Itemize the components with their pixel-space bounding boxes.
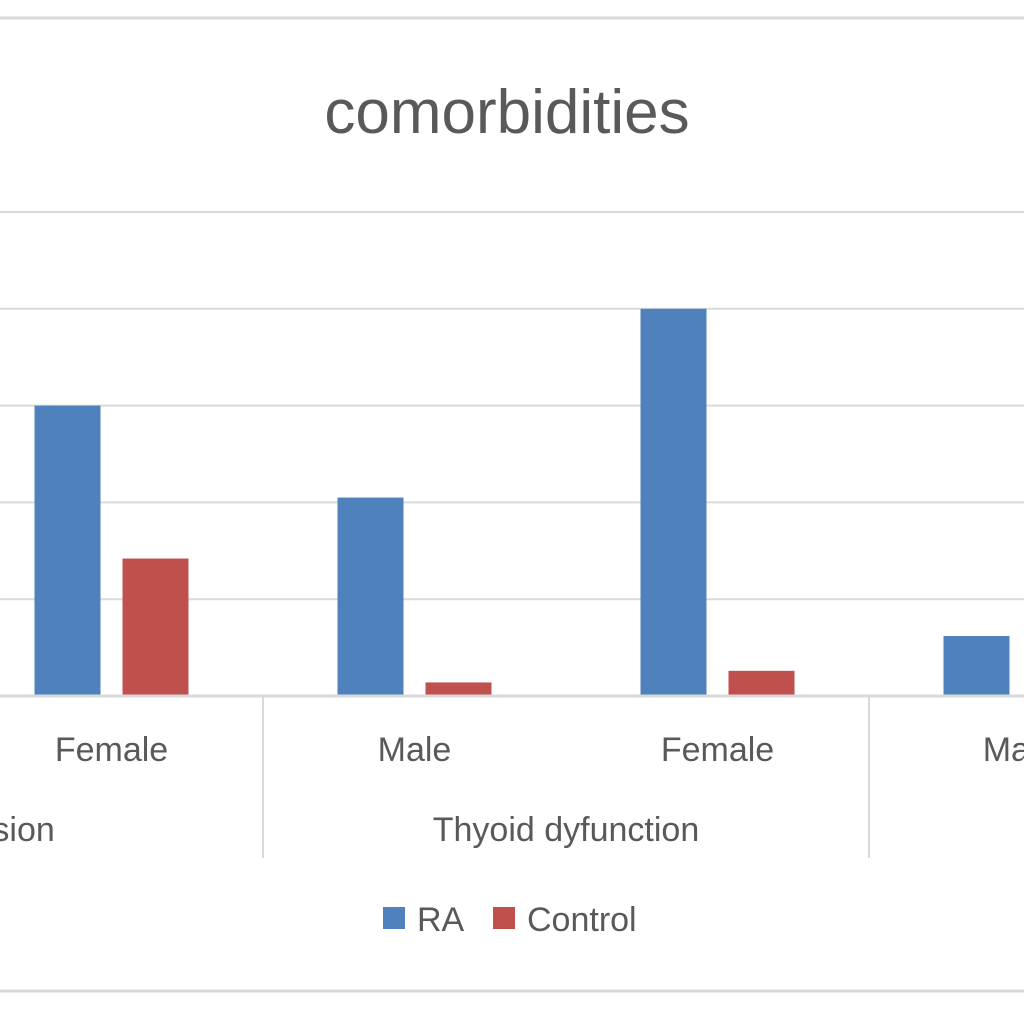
bar-control-0 xyxy=(122,558,189,696)
category-label: Ma... xyxy=(983,731,1024,769)
bar-control-2 xyxy=(728,670,795,696)
legend-label-control: Control xyxy=(527,901,637,939)
group-label: Thyoid dyfunction xyxy=(433,811,700,849)
chart-title: comorbidities xyxy=(324,78,689,147)
legend-label-ra: RA xyxy=(417,901,465,939)
legend-swatch-ra xyxy=(383,907,405,929)
category-label: Male xyxy=(378,731,452,769)
bar-ra-2 xyxy=(640,308,707,696)
category-label: Female xyxy=(661,731,774,769)
bar-control-1 xyxy=(425,682,492,696)
bar-ra-0 xyxy=(34,405,101,696)
legend-swatch-control xyxy=(493,907,515,929)
bar-ra-1 xyxy=(337,497,404,696)
bar-ra-3 xyxy=(943,635,1010,696)
category-label: Female xyxy=(55,731,168,769)
group-label: ...nsion xyxy=(0,811,55,849)
